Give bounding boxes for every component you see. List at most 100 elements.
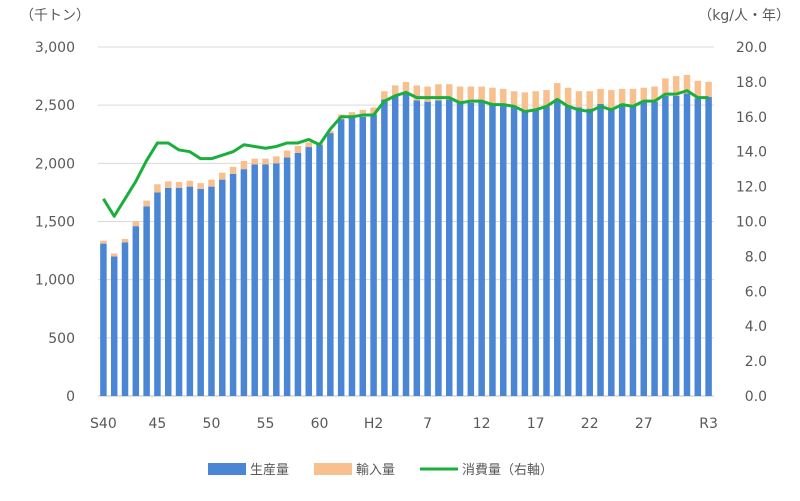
bar-production xyxy=(348,116,356,397)
bar-production xyxy=(391,95,399,397)
bar-production xyxy=(608,108,615,396)
x-tick-label: 17 xyxy=(527,416,545,432)
bar-import xyxy=(121,238,129,243)
bar-production xyxy=(262,164,269,396)
bar-production xyxy=(543,106,550,396)
x-tick-label: H2 xyxy=(364,416,383,432)
bar-production xyxy=(337,119,345,397)
bar-production xyxy=(510,106,518,396)
bar-import xyxy=(629,88,637,106)
bar-import xyxy=(283,150,291,158)
bar-production xyxy=(467,102,475,396)
x-tick-label: 60 xyxy=(311,416,329,432)
bar-production xyxy=(640,101,648,396)
right-tick-label: 0.0 xyxy=(745,389,767,405)
bar-production xyxy=(564,105,572,397)
bar-production xyxy=(240,169,248,396)
bar-import xyxy=(554,83,561,100)
bar-import xyxy=(110,253,118,257)
bar-import xyxy=(683,74,691,94)
bar-import xyxy=(186,180,194,187)
bar-import xyxy=(359,109,367,117)
bar-import xyxy=(100,240,107,244)
bar-import xyxy=(586,91,593,109)
bar-import xyxy=(543,90,550,107)
bar-production xyxy=(489,104,496,397)
bar-import xyxy=(262,158,269,165)
right-tick-label: 16.0 xyxy=(736,110,767,126)
bar-production xyxy=(154,192,161,396)
x-tick-label: R3 xyxy=(699,416,718,432)
bar-import xyxy=(467,86,475,103)
right-tick-label: 12.0 xyxy=(736,180,767,196)
left-tick-label: 1,500 xyxy=(35,215,75,231)
legend-label-production: 生産量 xyxy=(250,462,289,478)
bar-import xyxy=(672,76,680,96)
bar-production xyxy=(132,226,140,396)
bar-production xyxy=(629,105,637,397)
bar-production xyxy=(208,186,215,396)
right-tick-label: 20.0 xyxy=(736,40,767,56)
bar-import xyxy=(197,183,204,189)
bar-import xyxy=(500,88,507,106)
bar-import xyxy=(510,91,518,107)
left-tick-label: 2,500 xyxy=(35,98,75,114)
left-tick-label: 0 xyxy=(66,389,75,405)
bar-production xyxy=(164,187,172,396)
bar-import xyxy=(651,86,658,102)
x-tick-label: 27 xyxy=(635,416,653,432)
right-tick-label: 10.0 xyxy=(736,215,767,231)
legend-label-consumption: 消費量（右軸） xyxy=(462,463,553,478)
bar-import xyxy=(597,88,604,105)
x-tick-label: 55 xyxy=(257,416,275,432)
bar-production xyxy=(435,100,442,396)
bar-import xyxy=(208,179,215,187)
bar-import xyxy=(219,172,226,180)
left-tick-label: 1,000 xyxy=(35,273,75,289)
bar-production xyxy=(229,173,237,396)
bar-import xyxy=(564,87,572,106)
bar-production xyxy=(327,133,334,396)
x-tick-label: 45 xyxy=(149,416,167,432)
bar-production xyxy=(521,109,529,396)
x-tick-label: 50 xyxy=(203,416,221,432)
bar-production xyxy=(500,105,507,397)
bar-production xyxy=(197,188,204,396)
bar-import xyxy=(327,130,334,134)
right-axis-unit: （kg/人・年） xyxy=(698,8,790,24)
bar-production xyxy=(251,164,258,396)
bar-production xyxy=(381,99,388,396)
bar-production xyxy=(370,114,377,397)
bar-production xyxy=(143,206,150,396)
bar-import xyxy=(273,156,280,164)
bar-import xyxy=(445,84,453,100)
left-tick-label: 2,000 xyxy=(35,156,75,172)
bar-import xyxy=(424,86,431,102)
bar-import xyxy=(164,181,172,188)
bar-production xyxy=(424,101,431,396)
bar-import xyxy=(608,90,615,109)
bar-production xyxy=(283,157,291,396)
bar-import xyxy=(402,81,410,94)
bar-production xyxy=(402,93,410,397)
bar-import xyxy=(143,200,150,207)
bar-import xyxy=(694,80,702,99)
bar-production xyxy=(554,99,561,396)
bar-production xyxy=(219,179,226,396)
bar-production xyxy=(175,187,183,396)
bar-import xyxy=(381,91,388,100)
bar-import xyxy=(575,91,583,108)
bar-import xyxy=(154,184,161,193)
bar-import xyxy=(305,142,312,148)
bar-import xyxy=(251,158,258,165)
bar-import xyxy=(662,78,669,96)
bar-import xyxy=(705,81,712,98)
bar-production xyxy=(672,95,680,397)
x-tick-label: 22 xyxy=(581,416,599,432)
right-tick-label: 14.0 xyxy=(736,145,767,161)
bar-import xyxy=(294,145,302,153)
bar-production xyxy=(694,98,702,396)
bar-production xyxy=(273,163,280,396)
x-tick-label: S40 xyxy=(90,416,117,432)
